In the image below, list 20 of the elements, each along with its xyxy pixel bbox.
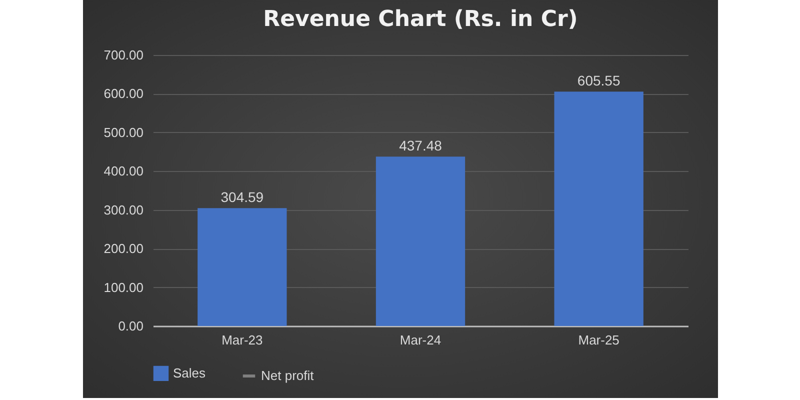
data-label: 605.55 xyxy=(577,72,620,89)
x-tick-label: Mar-24 xyxy=(400,332,442,348)
bar xyxy=(376,156,466,326)
x-tick-label: Mar-25 xyxy=(578,332,620,348)
legend-label: Sales xyxy=(173,365,206,380)
data-label: 437.48 xyxy=(399,138,442,154)
data-label: 304.59 xyxy=(220,189,264,206)
y-tick-label: 700.00 xyxy=(104,48,144,62)
y-tick-label: 600.00 xyxy=(104,86,144,102)
bar xyxy=(198,208,287,326)
chart-title: Revenue Chart (Rs. in Cr) xyxy=(263,7,578,32)
y-tick-label: 100.00 xyxy=(104,280,144,295)
bar xyxy=(554,92,644,326)
x-tick-label: Mar-23 xyxy=(222,332,263,348)
y-tick-label: 400.00 xyxy=(104,164,144,179)
y-tick-label: 200.00 xyxy=(104,241,144,256)
y-tick-label: 0.00 xyxy=(118,318,144,334)
y-tick-label: 500.00 xyxy=(104,124,144,140)
y-tick-label: 300.00 xyxy=(104,202,144,218)
legend-label: Net profit xyxy=(261,368,314,383)
